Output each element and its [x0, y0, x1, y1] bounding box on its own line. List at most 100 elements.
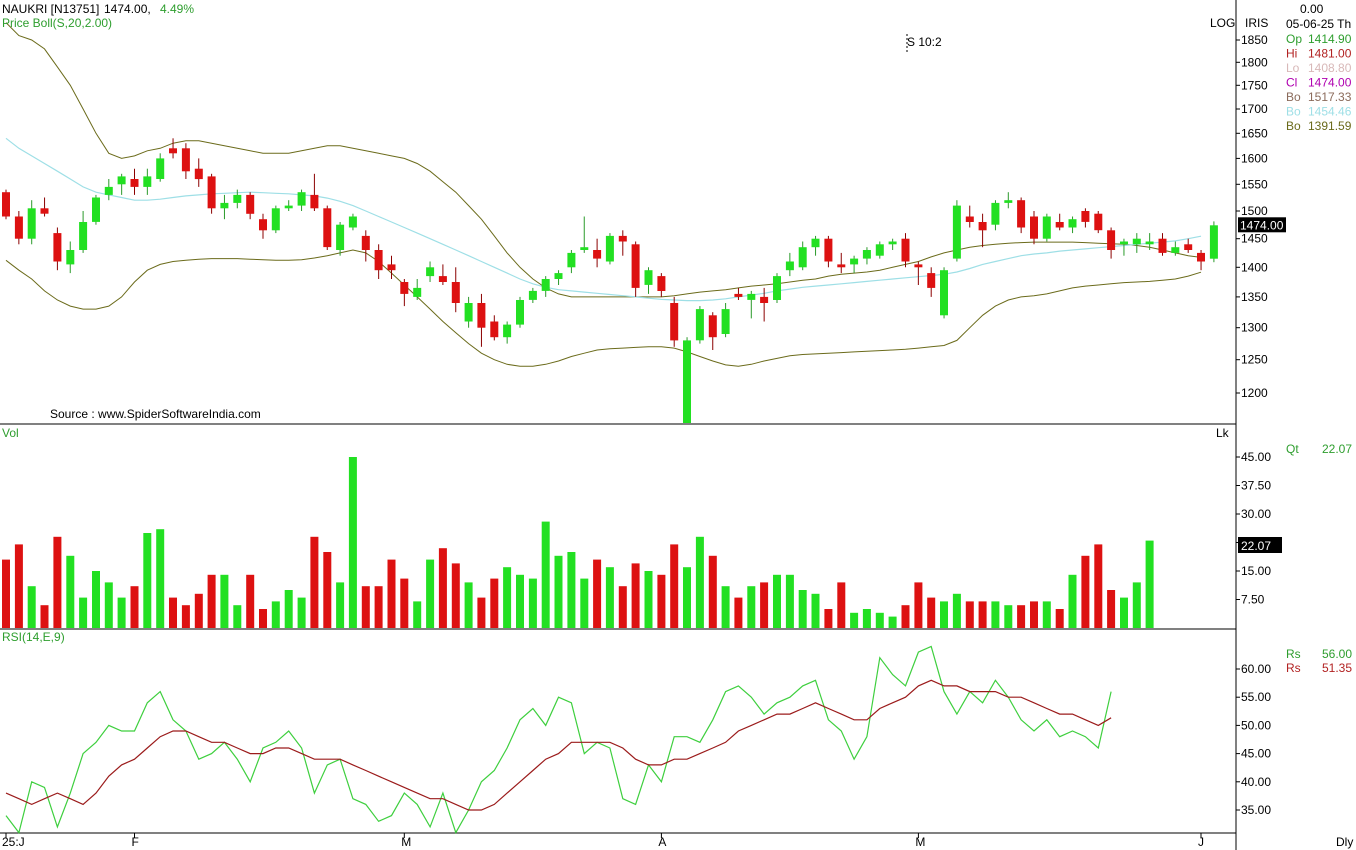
- candle[interactable]: [1171, 241, 1180, 256]
- volume-bar[interactable]: [194, 593, 203, 628]
- volume-bar[interactable]: [323, 552, 332, 628]
- volume-bar[interactable]: [181, 605, 190, 628]
- candle[interactable]: [657, 273, 666, 297]
- candle[interactable]: [336, 222, 345, 256]
- candle[interactable]: [965, 205, 974, 228]
- candle[interactable]: [246, 192, 255, 220]
- candle[interactable]: [798, 241, 807, 271]
- candle[interactable]: [451, 267, 460, 313]
- candle[interactable]: [850, 255, 859, 274]
- volume-bar[interactable]: [92, 571, 100, 628]
- volume-bar[interactable]: [27, 586, 36, 628]
- volume-bar[interactable]: [14, 544, 23, 628]
- period-label[interactable]: Dly: [1336, 835, 1353, 849]
- volume-bar[interactable]: [1017, 605, 1026, 628]
- candle[interactable]: [297, 189, 306, 211]
- candle[interactable]: [670, 296, 679, 347]
- candle[interactable]: [27, 200, 36, 245]
- volume-bar[interactable]: [464, 582, 473, 628]
- volume-bar[interactable]: [169, 597, 177, 628]
- volume-bar[interactable]: [66, 555, 75, 628]
- candle[interactable]: [683, 337, 691, 423]
- volume-bar[interactable]: [387, 559, 396, 628]
- volume-bar[interactable]: [837, 582, 846, 628]
- candle[interactable]: [220, 194, 229, 220]
- volume-bar[interactable]: [1094, 544, 1103, 628]
- candle[interactable]: [233, 189, 242, 209]
- candle[interactable]: [271, 205, 280, 234]
- candle[interactable]: [773, 273, 781, 303]
- volume-bar[interactable]: [875, 612, 884, 628]
- candle[interactable]: [79, 211, 88, 253]
- candle[interactable]: [143, 168, 152, 195]
- candle[interactable]: [914, 261, 923, 286]
- volume-bar[interactable]: [1132, 582, 1141, 628]
- candle[interactable]: [837, 252, 846, 274]
- candle[interactable]: [348, 213, 357, 231]
- volume-bar[interactable]: [721, 586, 730, 628]
- candle[interactable]: [734, 287, 743, 300]
- volume-bar[interactable]: [361, 586, 370, 628]
- volume-bar[interactable]: [747, 586, 756, 628]
- volume-bar[interactable]: [104, 582, 113, 628]
- volume-bar[interactable]: [143, 533, 152, 628]
- volume-bar[interactable]: [824, 609, 833, 628]
- candle[interactable]: [426, 261, 435, 283]
- candlestick-series[interactable]: [2, 138, 1218, 423]
- candle[interactable]: [490, 315, 499, 341]
- volume-bar[interactable]: [541, 521, 550, 628]
- candle[interactable]: [323, 205, 332, 250]
- volume-bar[interactable]: [1107, 590, 1116, 628]
- candle[interactable]: [631, 241, 640, 297]
- candle[interactable]: [618, 230, 627, 256]
- volume-bar[interactable]: [978, 601, 987, 628]
- candle[interactable]: [194, 158, 203, 187]
- volume-bar[interactable]: [785, 574, 794, 628]
- volume-bar[interactable]: [862, 609, 871, 628]
- volume-bar[interactable]: [297, 597, 306, 628]
- candle[interactable]: [1145, 233, 1154, 250]
- iris-label[interactable]: IRIS: [1245, 16, 1268, 30]
- candle[interactable]: [361, 230, 370, 262]
- volume-bar[interactable]: [53, 536, 62, 628]
- candle[interactable]: [14, 211, 23, 245]
- volume-bar[interactable]: [1030, 601, 1038, 628]
- candle[interactable]: [785, 252, 794, 277]
- log-scale-label[interactable]: LOG: [1210, 16, 1235, 30]
- candle[interactable]: [695, 306, 704, 344]
- candle[interactable]: [66, 241, 75, 274]
- volume-bar[interactable]: [1068, 574, 1077, 628]
- volume-bar[interactable]: [233, 605, 242, 628]
- volume-bar[interactable]: [207, 574, 216, 628]
- volume-bar[interactable]: [374, 586, 383, 628]
- candle[interactable]: [1132, 233, 1141, 253]
- candle[interactable]: [554, 270, 563, 285]
- volume-bar[interactable]: [400, 578, 409, 628]
- candle[interactable]: [117, 173, 126, 195]
- candle[interactable]: [516, 296, 524, 328]
- candle[interactable]: [593, 238, 602, 268]
- volume-bar[interactable]: [40, 605, 49, 628]
- volume-bar[interactable]: [850, 612, 859, 628]
- volume-bar[interactable]: [1055, 609, 1064, 628]
- volume-bar[interactable]: [991, 601, 1000, 628]
- volume-bar[interactable]: [528, 578, 537, 628]
- candle[interactable]: [927, 267, 936, 297]
- candle[interactable]: [567, 250, 576, 274]
- volume-bar[interactable]: [271, 601, 280, 628]
- volume-bar[interactable]: [284, 590, 293, 628]
- candle[interactable]: [1042, 213, 1051, 242]
- candle[interactable]: [991, 200, 1000, 231]
- volume-bar[interactable]: [413, 601, 422, 628]
- candle[interactable]: [1004, 192, 1013, 209]
- volume-bar[interactable]: [2, 559, 10, 628]
- volume-bar[interactable]: [798, 590, 807, 628]
- candle[interactable]: [1120, 238, 1128, 256]
- candle[interactable]: [580, 216, 589, 253]
- candle[interactable]: [940, 267, 948, 319]
- candle[interactable]: [104, 179, 113, 201]
- volume-bar[interactable]: [130, 586, 139, 628]
- candle[interactable]: [605, 233, 614, 265]
- volume-bar[interactable]: [914, 582, 923, 628]
